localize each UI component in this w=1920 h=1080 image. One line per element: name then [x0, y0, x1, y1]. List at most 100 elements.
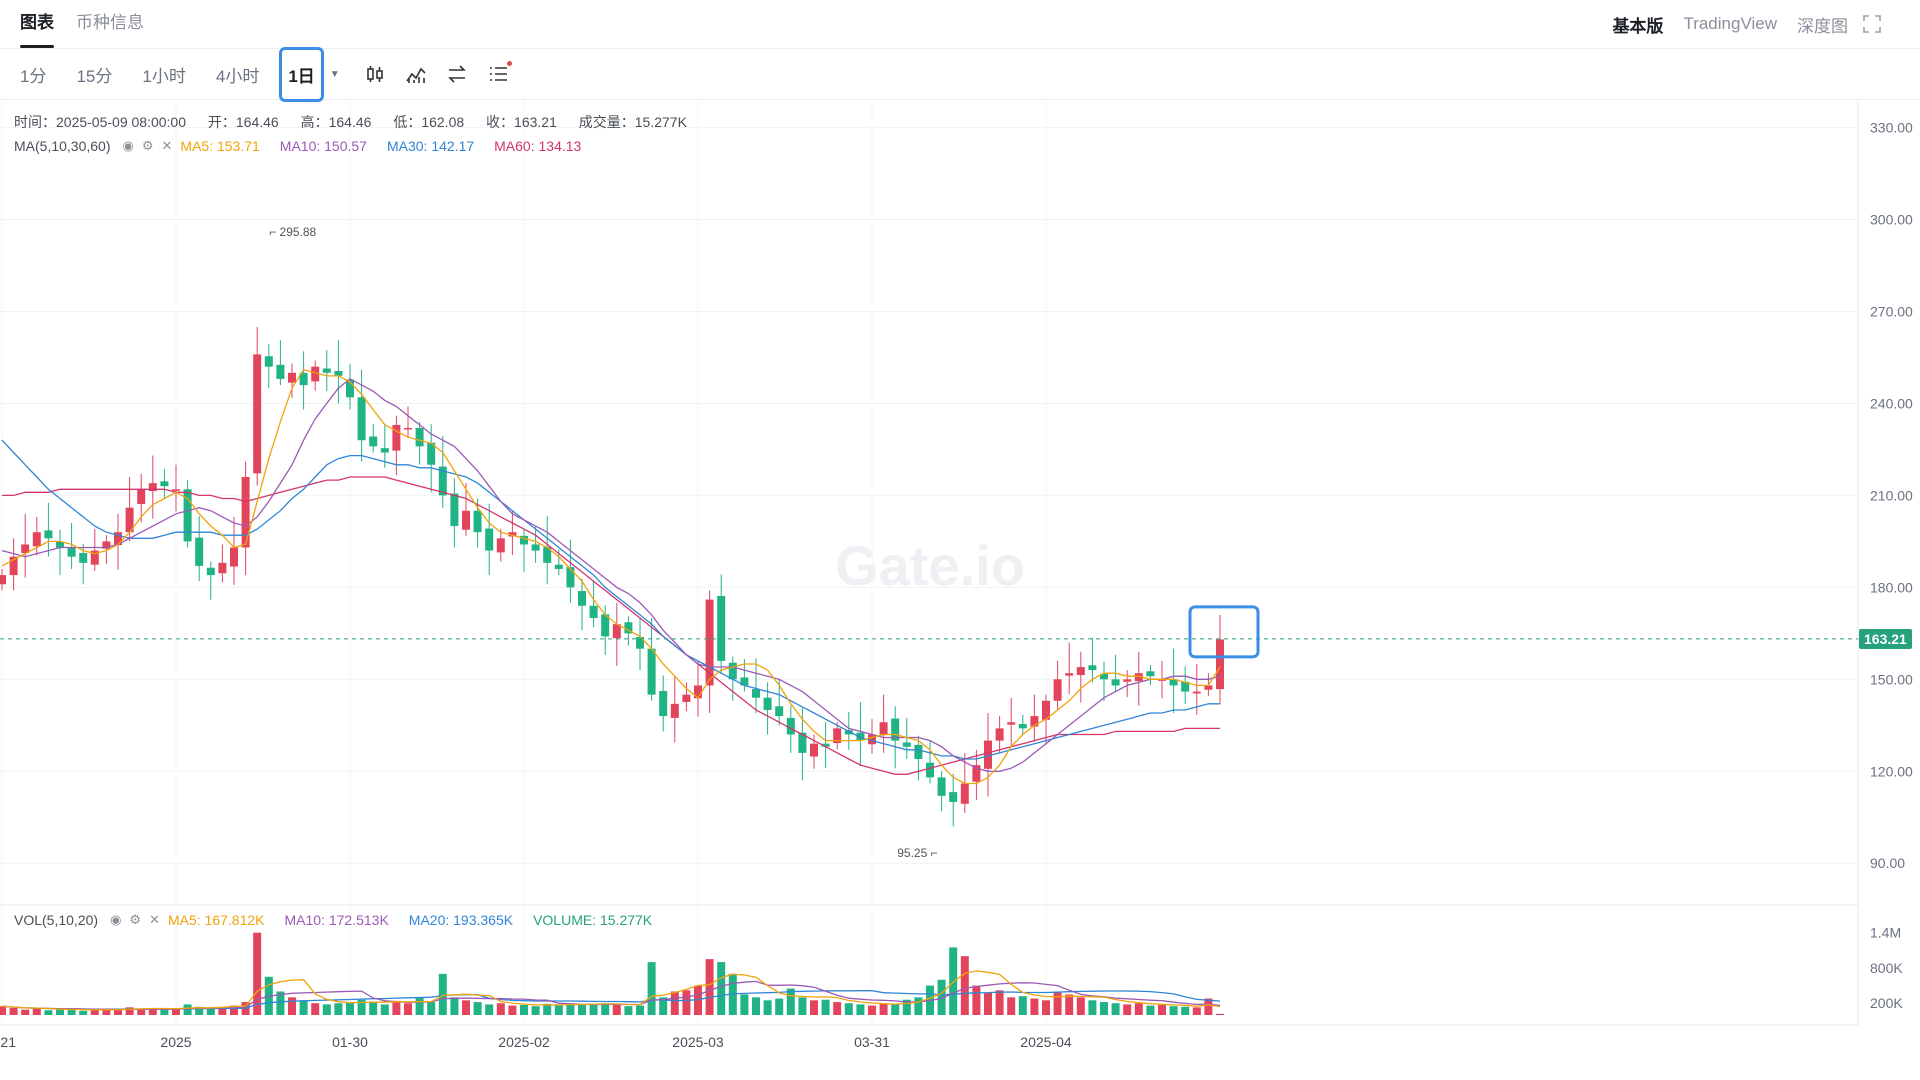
eye-icon[interactable]: ◉ [122, 138, 134, 153]
candle-body [218, 562, 227, 574]
fullscreen-icon[interactable] [1862, 14, 1882, 34]
volume-bar [752, 997, 760, 1015]
candle-body [206, 567, 215, 576]
interval-15m[interactable]: 15分 [76, 66, 113, 86]
candle-body [798, 732, 807, 753]
candle-body [67, 547, 76, 557]
volume-bar [485, 1004, 494, 1015]
candle-body [125, 507, 134, 533]
candle-body [984, 740, 992, 769]
time-tick-label: 2-21 [0, 1034, 16, 1050]
candle-body [415, 427, 424, 447]
view-tradingview[interactable]: TradingView [1683, 14, 1777, 33]
volume-bar [1030, 998, 1039, 1015]
volume-bar [810, 1000, 818, 1015]
tab-coin-info[interactable]: 币种信息 [76, 13, 144, 32]
volume-bar [9, 1007, 18, 1015]
interval-1h[interactable]: 1小时 [142, 66, 186, 86]
view-basic[interactable]: 基本版 [1612, 16, 1664, 36]
price-tick-label: 90.00 [1870, 855, 1905, 871]
settings-icon[interactable]: ⚙ [141, 138, 154, 153]
candle-body [624, 622, 633, 634]
kline-canvas[interactable]: 330.00 300.00 270.00 240.00 210.00 180.00 150.… [0, 100, 1920, 1080]
interval-4h[interactable]: 4小时 [215, 66, 260, 86]
volume-bar [357, 999, 366, 1015]
volume-bar [705, 959, 714, 1015]
candle-body [972, 765, 981, 782]
volume-bar [902, 999, 911, 1015]
volume-bar [462, 1000, 470, 1015]
view-depth[interactable]: 深度图 [1797, 16, 1848, 36]
volume-bar [601, 1003, 610, 1015]
tab-chart[interactable]: 图表 [20, 0, 54, 48]
eye-icon[interactable]: ◉ [110, 912, 122, 927]
candle-body [775, 706, 784, 717]
compare-icon[interactable] [446, 63, 468, 85]
volume-bar [508, 1005, 517, 1015]
volume-bar [1065, 994, 1074, 1015]
volume-bar [346, 1002, 354, 1015]
candle-body [183, 489, 192, 542]
candle-body [844, 730, 853, 735]
volume-bar [427, 1002, 436, 1015]
interval-dropdown-icon[interactable]: ▼ [329, 68, 340, 80]
candle-body [543, 546, 552, 563]
candle-body [334, 370, 343, 376]
candle-body [508, 532, 517, 537]
volume-bar [612, 1004, 621, 1015]
candle-body [856, 732, 865, 741]
candle-body [891, 718, 900, 741]
volume-bar [624, 1006, 633, 1015]
candle-body [44, 530, 53, 539]
interval-selector: 1分 15分 1小时 4小时 1日 ▼ [20, 46, 528, 102]
view-switcher: 基本版 TradingView 深度图 [1612, 0, 1848, 48]
interval-1d[interactable]: 1日 [279, 46, 324, 102]
candle-body [450, 493, 459, 527]
candle-type-icon[interactable] [364, 63, 386, 85]
volume-bar [218, 1007, 227, 1015]
kline-chart[interactable]: 330.00 300.00 270.00 240.00 210.00 180.00 150.… [0, 100, 1920, 1080]
candle-body [392, 424, 401, 451]
info-time: 时间：2025-05-09 08:00:00 [14, 114, 186, 130]
volume-bar [682, 990, 691, 1015]
interval-1m[interactable]: 1分 [20, 66, 47, 86]
candle-body [114, 532, 122, 546]
volume-bar [67, 1009, 76, 1015]
vol-ma5-value: MA5: 167.812K [167, 912, 265, 928]
candle-body [195, 537, 204, 566]
candle-body [357, 397, 366, 441]
candle-body [995, 728, 1004, 741]
volume-bar [566, 1003, 575, 1015]
candle-body [1100, 673, 1108, 680]
settings-icon[interactable]: ⚙ [129, 912, 142, 927]
volume-bar [914, 997, 923, 1015]
volume-tick-label: 1.4M [1870, 925, 1901, 941]
price-tick-label: 300.00 [1870, 212, 1913, 228]
chart-toolbar: 1分 15分 1小时 4小时 1日 ▼ [0, 46, 1920, 102]
candle-body [705, 599, 714, 686]
candle-body [520, 535, 528, 545]
candle-body [1042, 700, 1050, 720]
candle-body [1076, 667, 1085, 676]
candle-body [531, 544, 540, 551]
info-low: 低：162.08 [393, 114, 465, 130]
close-icon[interactable]: ✕ [149, 912, 160, 927]
volume-bar [380, 1004, 389, 1015]
candle-body [264, 356, 273, 367]
volume-bar [868, 1005, 876, 1015]
settings-list-icon[interactable] [487, 61, 512, 85]
candle-body [56, 541, 64, 548]
candle-body [1181, 681, 1190, 692]
candle-body [821, 743, 830, 747]
vol-ma20-value: MA20: 193.365K [408, 912, 514, 928]
volume-bar [0, 1006, 6, 1015]
indicator-icon[interactable] [405, 63, 427, 85]
info-high: 高：164.46 [300, 114, 372, 130]
volume-bar [102, 1009, 111, 1015]
candle-body [427, 442, 436, 465]
volume-bar [473, 1002, 482, 1015]
volume-bar [995, 990, 1004, 1015]
close-icon[interactable]: ✕ [161, 138, 173, 153]
ma30-line [1, 439, 1220, 760]
candle-body [137, 489, 146, 504]
